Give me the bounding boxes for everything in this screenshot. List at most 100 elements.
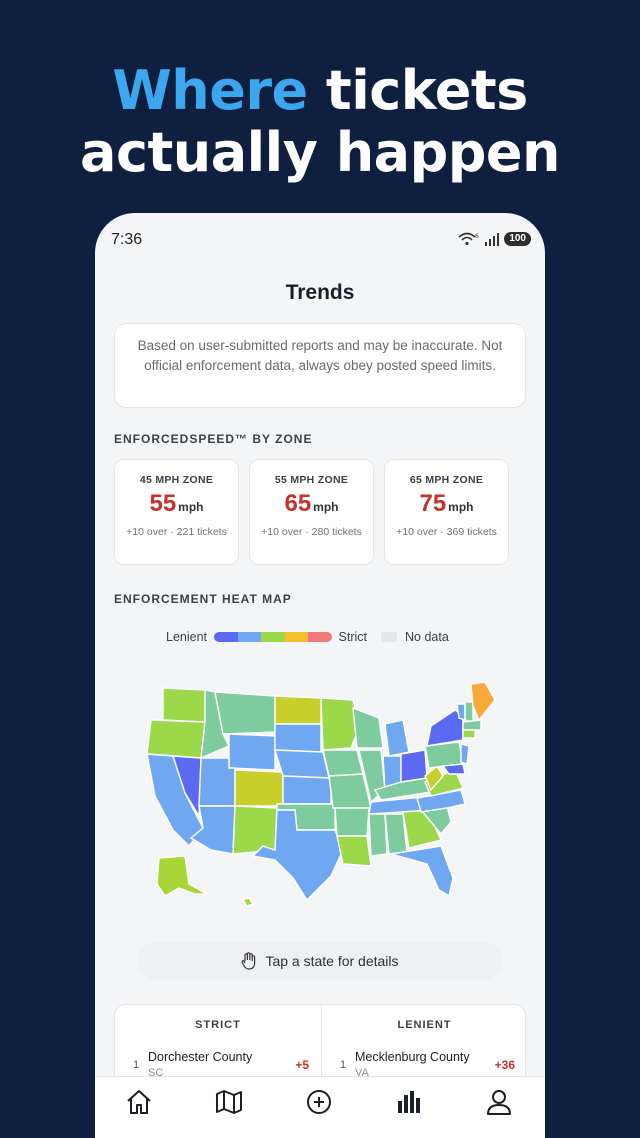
- legend-color-step-5: [308, 632, 332, 642]
- state-ct[interactable]: [462, 729, 476, 739]
- phone-screen: 7:36 6 100 Trends Based on user-submitte…: [95, 213, 545, 1138]
- legend-color-step-1: [214, 632, 238, 642]
- svg-text:6: 6: [475, 233, 479, 240]
- legend-color-scale: [214, 632, 332, 642]
- state-sd[interactable]: [274, 723, 322, 753]
- zone-speed-unit: mph: [313, 500, 339, 514]
- disclaimer-card: Based on user-submitted reports and may …: [114, 323, 526, 408]
- signal-icon: [485, 232, 500, 246]
- state-nv[interactable]: [172, 755, 202, 819]
- legend-color-step-3: [261, 632, 285, 642]
- headline-line2: actually happen: [80, 121, 560, 184]
- zone-speed-value: 55: [149, 490, 177, 517]
- rankings-lenient-column: LENIENT 1 Mecklenburg County VA +36: [321, 1005, 525, 1123]
- state-nj[interactable]: [460, 743, 470, 765]
- zone-speed: 75 mph: [385, 489, 508, 522]
- zone-card-45[interactable]: 45 MPH ZONE 55 mph +10 over · 221 tickets: [114, 459, 239, 565]
- zone-subtext: +10 over · 221 tickets: [126, 526, 227, 538]
- legend-lenient-label: Lenient: [166, 630, 208, 644]
- zone-speed: 55 mph: [115, 489, 238, 522]
- state-wy[interactable]: [228, 733, 276, 771]
- zone-subtext: +10 over · 280 tickets: [261, 526, 362, 538]
- page-title: Trends: [285, 281, 355, 304]
- home-icon[interactable]: [124, 1087, 154, 1117]
- status-time: 7:36: [111, 231, 143, 248]
- heatmap-legend: Lenient Strict No data: [166, 629, 449, 645]
- headline-accent: Where: [112, 59, 308, 122]
- legend-strict-label: Strict: [338, 630, 367, 644]
- rank-delta: +36: [494, 1058, 515, 1072]
- state-co[interactable]: [234, 769, 284, 807]
- zone-subtext: +10 over · 369 tickets: [396, 526, 497, 538]
- rank-number: 1: [340, 1059, 347, 1071]
- state-ma[interactable]: [462, 719, 482, 731]
- state-me[interactable]: [470, 681, 496, 722]
- heatmap-section-label: ENFORCEMENT HEAT MAP: [114, 592, 292, 606]
- us-heat-map[interactable]: [145, 678, 505, 908]
- state-mn[interactable]: [320, 697, 360, 751]
- zones-section-label: ENFORCEDSPEED™ BY ZONE: [114, 432, 313, 446]
- profile-icon[interactable]: [484, 1087, 514, 1117]
- state-mo[interactable]: [328, 773, 372, 809]
- state-ak[interactable]: [156, 855, 210, 897]
- zone-cards: 45 MPH ZONE 55 mph +10 over · 221 tickets…: [114, 459, 510, 565]
- state-ga[interactable]: [402, 809, 442, 849]
- state-oh[interactable]: [400, 749, 428, 783]
- rank-number: 1: [133, 1059, 140, 1071]
- status-icons: 6 100: [458, 232, 531, 246]
- zone-name: 55 MPH ZONE: [274, 474, 349, 486]
- state-nh[interactable]: [464, 701, 474, 723]
- state-wa[interactable]: [162, 687, 206, 723]
- zone-speed: 65 mph: [250, 489, 373, 522]
- add-icon[interactable]: [304, 1087, 334, 1117]
- state-ks[interactable]: [282, 775, 332, 805]
- state-mi[interactable]: [384, 719, 410, 757]
- state-ne[interactable]: [274, 749, 330, 779]
- state-nd[interactable]: [274, 695, 322, 725]
- rankings-strict-column: STRICT 1 Dorchester County SC +5: [115, 1005, 321, 1123]
- state-la[interactable]: [336, 835, 372, 867]
- rankings-lenient-header: LENIENT: [397, 1019, 452, 1031]
- county-name: Dorchester County: [148, 1050, 253, 1064]
- zone-card-55[interactable]: 55 MPH ZONE 65 mph +10 over · 280 tickets: [249, 459, 374, 565]
- rankings-strict-header: STRICT: [195, 1019, 241, 1031]
- state-nc[interactable]: [416, 789, 466, 813]
- zone-speed-value: 65: [284, 490, 312, 517]
- state-va[interactable]: [424, 769, 464, 797]
- state-ia[interactable]: [322, 749, 364, 777]
- wifi-icon: 6: [458, 232, 479, 246]
- status-bar: 7:36 6 100: [95, 231, 545, 251]
- state-tx[interactable]: [251, 809, 344, 902]
- tap-hint: Tap a state for details: [137, 942, 503, 980]
- map-icon[interactable]: [214, 1087, 244, 1117]
- state-or[interactable]: [146, 719, 206, 759]
- state-md[interactable]: [441, 763, 466, 775]
- zone-speed-unit: mph: [448, 500, 474, 514]
- tap-hint-text: Tap a state for details: [265, 953, 399, 969]
- state-nm[interactable]: [232, 805, 278, 855]
- zone-name: 65 MPH ZONE: [409, 474, 484, 486]
- zone-card-65[interactable]: 65 MPH ZONE 75 mph +10 over · 369 tickets: [384, 459, 509, 565]
- state-ut[interactable]: [198, 757, 236, 807]
- state-wv[interactable]: [424, 764, 444, 792]
- legend-nodata-label: No data: [405, 630, 449, 644]
- county-name: Mecklenburg County: [355, 1050, 470, 1064]
- state-mt[interactable]: [214, 691, 276, 735]
- legend-nodata-swatch: [381, 632, 397, 642]
- battery-indicator: 100: [504, 232, 531, 246]
- state-fl[interactable]: [390, 845, 454, 898]
- headline-line1: tickets: [307, 59, 528, 122]
- state-ms[interactable]: [368, 813, 388, 857]
- zone-speed-value: 75: [419, 490, 447, 517]
- headline: Where tickets actually happen: [0, 60, 640, 184]
- state-wi[interactable]: [352, 706, 384, 749]
- rank-delta: +5: [295, 1058, 309, 1072]
- trends-icon[interactable]: [394, 1087, 424, 1117]
- state-ar[interactable]: [334, 807, 370, 837]
- zone-name: 45 MPH ZONE: [139, 474, 214, 486]
- hand-icon: [241, 952, 256, 970]
- state-ny[interactable]: [426, 709, 464, 747]
- tab-bar: [95, 1076, 545, 1138]
- legend-color-step-4: [284, 632, 309, 642]
- state-hi[interactable]: [241, 897, 255, 907]
